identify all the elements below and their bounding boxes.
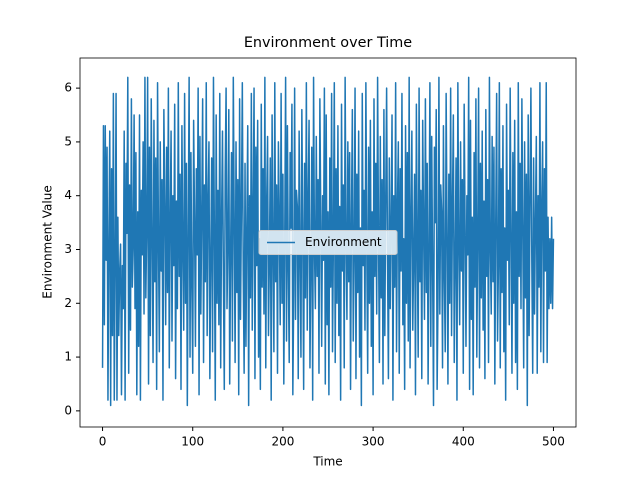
x-tick-label: 0	[99, 435, 107, 449]
y-tick-label: 2	[64, 296, 72, 310]
y-tick-label: 3	[64, 242, 72, 256]
y-tick-label: 5	[64, 134, 72, 148]
series-line	[101, 76, 555, 407]
x-axis-label: Time	[312, 455, 342, 469]
y-tick-label: 4	[64, 188, 72, 202]
x-tick-label: 400	[452, 435, 475, 449]
y-axis-label: Environment Value	[41, 185, 55, 298]
plot-frame	[79, 57, 577, 428]
legend-label: Environment	[305, 235, 382, 249]
y-tick-label: 6	[64, 81, 72, 95]
legend-box	[258, 230, 398, 255]
x-tick-label: 300	[362, 435, 385, 449]
x-tick-label: 200	[271, 435, 294, 449]
legend: Environment	[258, 230, 398, 255]
x-tick-label: 500	[542, 435, 565, 449]
y-tick-label: 0	[64, 403, 72, 417]
y-tick-label: 1	[64, 350, 72, 364]
x-tick-label: 100	[181, 435, 204, 449]
chart-title: Environment over Time	[244, 35, 412, 51]
